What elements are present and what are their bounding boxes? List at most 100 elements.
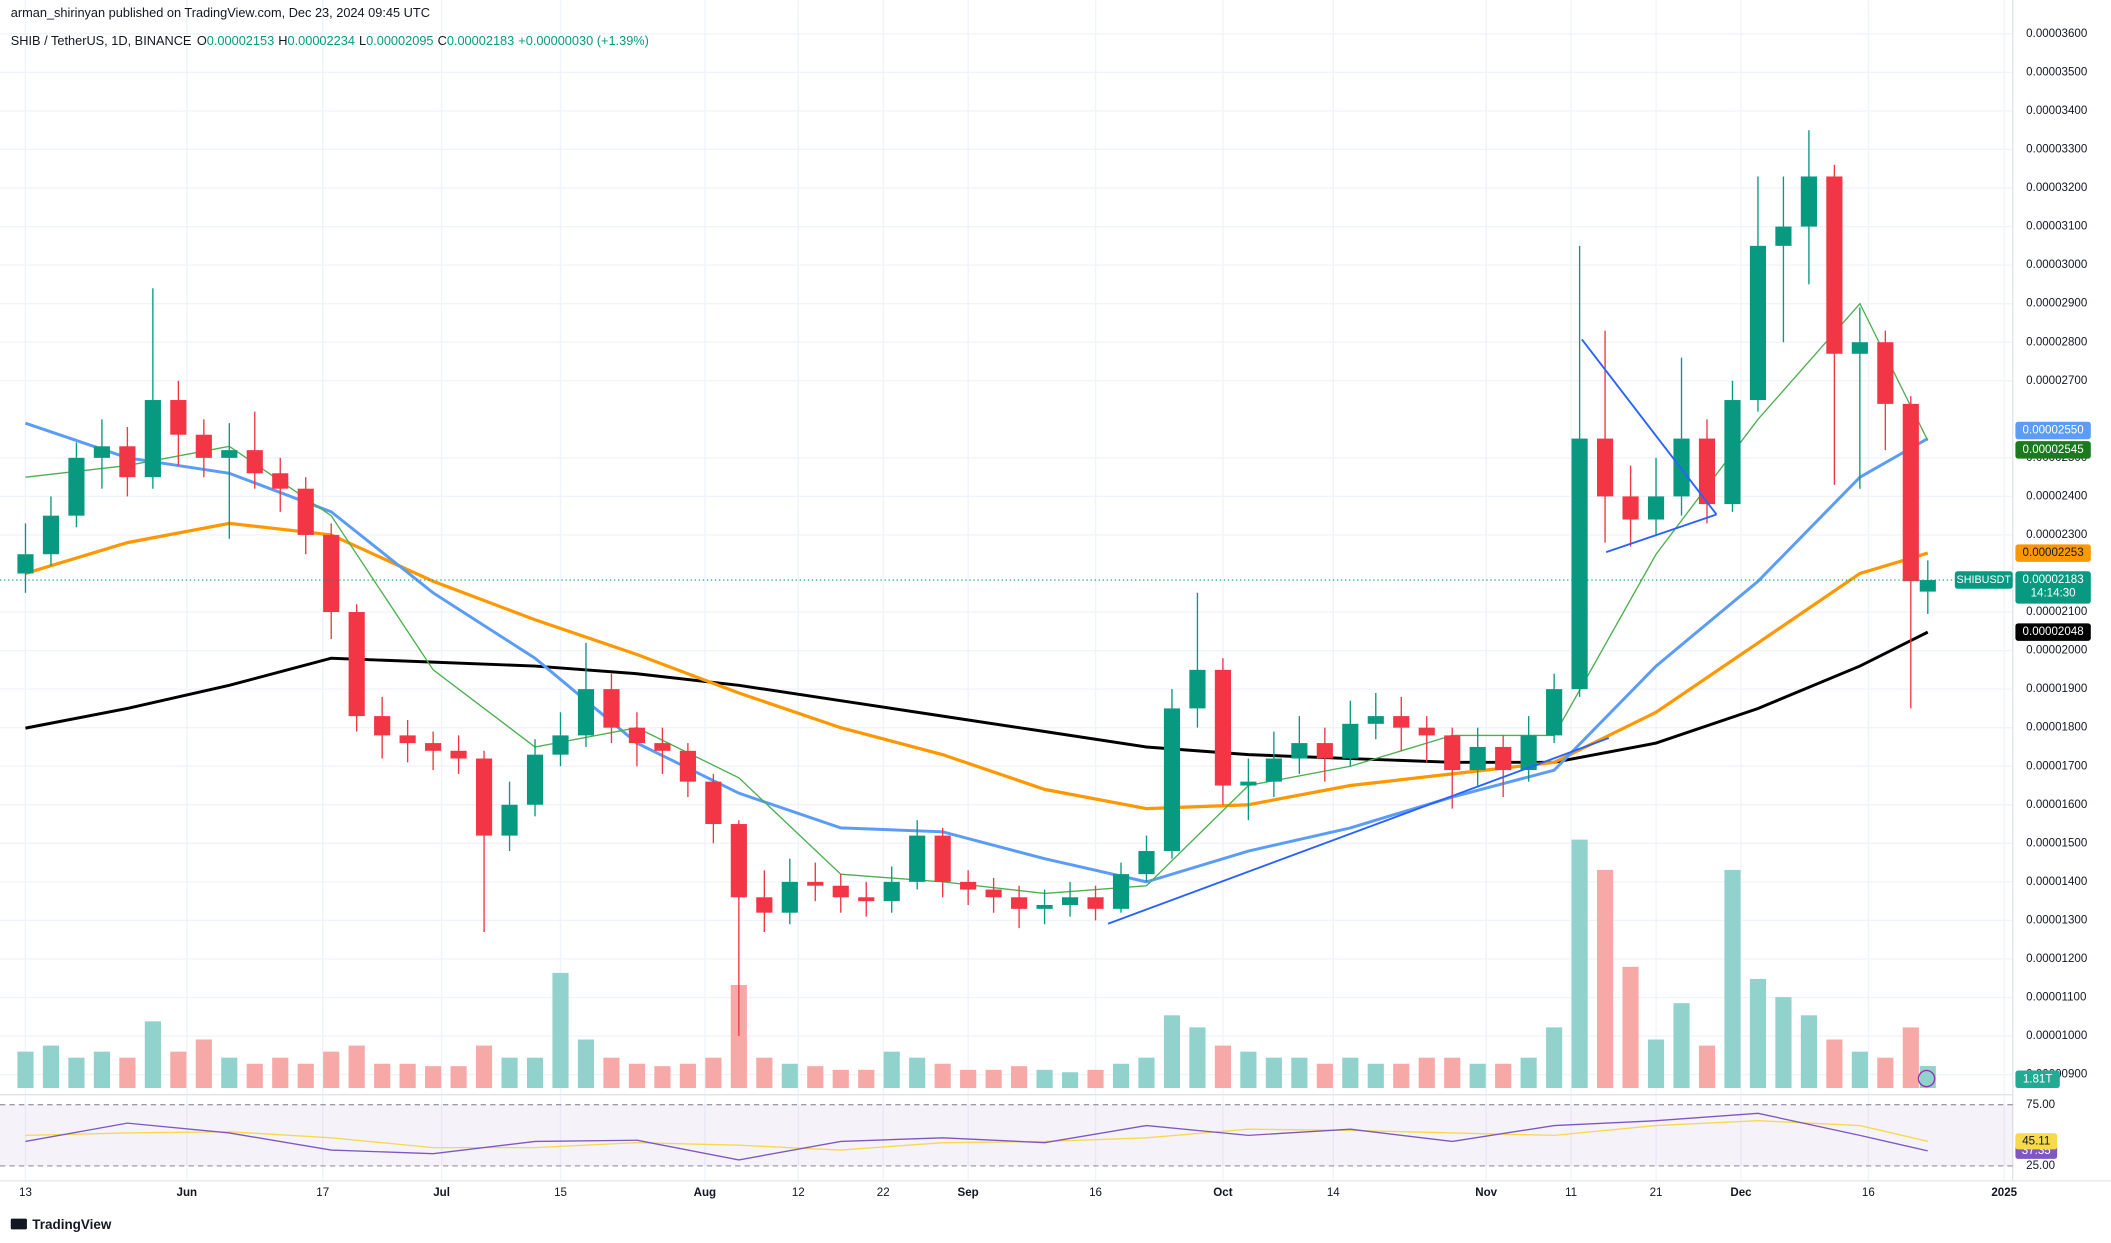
candle-body	[1647, 496, 1665, 520]
x-tick-label: 22	[877, 1187, 890, 1199]
candle-body	[552, 735, 569, 755]
candle-body	[730, 824, 747, 898]
candle-body	[1775, 226, 1792, 246]
candle-body	[323, 534, 340, 613]
candle-body	[1189, 669, 1206, 709]
volume-bar	[1087, 1069, 1104, 1088]
x-tick-label: Aug	[694, 1187, 716, 1199]
volume-bar	[1163, 1015, 1181, 1088]
candle-body	[960, 881, 977, 890]
legend-key: L	[359, 33, 366, 48]
price-tag-label: 0.00002550	[2023, 425, 2084, 437]
candle-body	[883, 881, 900, 902]
volume-bar	[1265, 1057, 1282, 1088]
candle-body	[603, 689, 620, 728]
y-tick-label: 0.00003100	[2026, 221, 2087, 233]
candle-body	[119, 446, 136, 478]
trendlines	[1107, 338, 1718, 925]
candle-body	[501, 804, 518, 836]
volume-bar	[781, 1063, 798, 1088]
x-tick-label: Sep	[958, 1187, 979, 1199]
candle-body	[1342, 723, 1359, 759]
volume-bar	[246, 1063, 263, 1088]
volume-bar	[1571, 839, 1588, 1088]
footer-brand: TradingView	[32, 1217, 112, 1232]
volume-bar	[399, 1063, 416, 1088]
y-tick-label: 0.00001900	[2026, 683, 2087, 695]
candle-body	[858, 897, 875, 902]
x-tick-label: 12	[792, 1187, 805, 1199]
candle-body	[1469, 746, 1486, 771]
candle-body	[1011, 897, 1028, 909]
volume-bar	[1112, 1063, 1130, 1088]
volume-bar	[934, 1063, 951, 1088]
candle-body	[1393, 716, 1410, 728]
candle-body	[272, 473, 289, 489]
candle-body	[1919, 580, 1936, 592]
candle-body	[654, 743, 671, 751]
x-tick-label: 13	[19, 1187, 32, 1199]
price-tag	[2015, 623, 2091, 641]
volume-bar	[1240, 1051, 1257, 1088]
volume-bar	[1724, 869, 1741, 1088]
volume-tag	[2015, 1070, 2060, 1088]
volume-bar	[1597, 869, 1614, 1088]
x-tick-label: Dec	[1730, 1187, 1752, 1199]
candle-body	[399, 735, 416, 744]
x-tick-label: 17	[316, 1187, 329, 1199]
y-tick-label: 0.00001000	[2026, 1030, 2087, 1042]
publisher: arman_shirinyan published on TradingView…	[11, 5, 430, 20]
volume-bar	[756, 1057, 773, 1088]
volume-bar	[1469, 1063, 1486, 1088]
volume-bar	[1673, 1003, 1690, 1088]
volume-bar	[654, 1066, 671, 1088]
volume-bar	[475, 1045, 493, 1088]
candle-body	[909, 835, 926, 882]
footer-logo: TradingView	[10, 1217, 112, 1232]
rsi-pane	[0, 1104, 2013, 1167]
candle-body	[1877, 342, 1894, 404]
price-tag	[2015, 441, 2091, 459]
candle-body	[1724, 400, 1741, 505]
candle-body	[1087, 897, 1104, 909]
candle-body	[985, 889, 1002, 898]
candle-body	[144, 400, 161, 478]
grid	[0, 0, 2013, 1181]
volume-bar	[705, 1057, 722, 1088]
candle-body	[1851, 342, 1868, 354]
volume-bar	[170, 1051, 187, 1088]
y-tick-label: 0.00001400	[2026, 876, 2087, 888]
y-tick-label: 0.00002400	[2026, 490, 2087, 502]
volume-bar	[1291, 1057, 1308, 1088]
x-tick-label: 21	[1650, 1187, 1663, 1199]
volume-bar	[1444, 1057, 1461, 1088]
volume-bar	[960, 1069, 977, 1088]
y-tick-label: 0.00001100	[2026, 992, 2086, 1004]
candle-body	[1061, 897, 1079, 905]
candle-body	[1112, 874, 1130, 909]
volume-bar	[1418, 1057, 1435, 1088]
candle-body	[1163, 708, 1181, 852]
candle-body	[1546, 689, 1563, 736]
candle-body	[781, 881, 798, 913]
candles	[17, 130, 1936, 1037]
volume-bar	[679, 1063, 696, 1088]
volume-bar	[119, 1057, 136, 1088]
y-tick-label: 0.00003000	[2026, 259, 2087, 271]
volume-bar	[17, 1051, 34, 1088]
logo-mark	[10, 1218, 27, 1230]
volume-bar	[374, 1063, 391, 1088]
volume-bar	[323, 1051, 340, 1088]
rsi-tag-label: 45.11	[2022, 1135, 2050, 1147]
volume-bar	[1851, 1051, 1868, 1088]
candle-body	[577, 689, 595, 736]
axes: 0.000009000.000010000.000011000.00001200…	[0, 28, 2091, 1199]
volume-bar	[348, 1045, 365, 1088]
volume-bar	[1800, 1015, 1817, 1088]
volume-bar	[1877, 1057, 1894, 1088]
alert-icon[interactable]	[1917, 1069, 1936, 1088]
rsi-tick-label: 25.00	[2026, 1160, 2055, 1172]
volume-bar	[297, 1063, 314, 1088]
